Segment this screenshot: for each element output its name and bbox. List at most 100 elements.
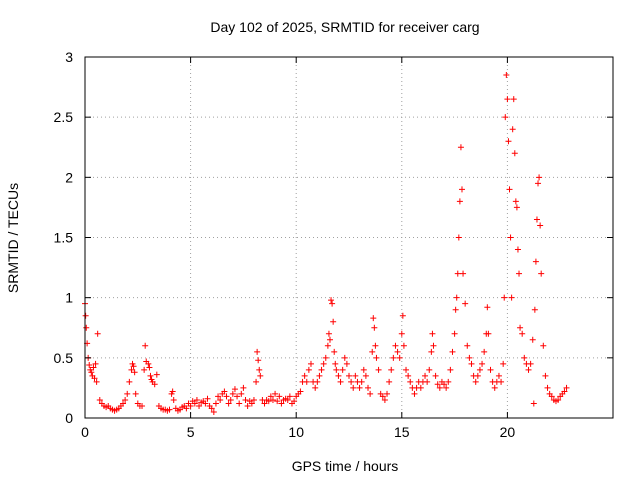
data-point bbox=[128, 366, 135, 373]
data-point bbox=[457, 144, 464, 151]
data-point bbox=[422, 372, 429, 379]
data-point bbox=[405, 372, 412, 379]
data-point bbox=[337, 378, 344, 385]
data-point bbox=[242, 396, 249, 403]
data-point bbox=[356, 384, 363, 391]
data-point bbox=[265, 398, 272, 405]
data-point bbox=[153, 371, 160, 378]
data-point bbox=[301, 372, 308, 379]
data-point bbox=[516, 270, 523, 277]
x-tick-label: 15 bbox=[394, 424, 410, 440]
data-point bbox=[183, 405, 190, 412]
data-point bbox=[223, 393, 230, 400]
data-point bbox=[501, 294, 508, 301]
data-point bbox=[208, 405, 215, 412]
data-point bbox=[429, 330, 436, 337]
data-point bbox=[394, 348, 401, 355]
data-point bbox=[328, 297, 335, 304]
data-point bbox=[360, 366, 367, 373]
data-point bbox=[372, 342, 379, 349]
data-point bbox=[531, 306, 538, 313]
data-point bbox=[398, 330, 405, 337]
data-point bbox=[472, 378, 479, 385]
data-point bbox=[269, 396, 276, 403]
data-point bbox=[204, 395, 211, 402]
data-point bbox=[225, 400, 232, 407]
data-point bbox=[392, 342, 399, 349]
data-point bbox=[365, 384, 372, 391]
data-point bbox=[170, 396, 177, 403]
data-point bbox=[400, 342, 407, 349]
data-point bbox=[141, 366, 148, 373]
data-point bbox=[521, 354, 528, 361]
grid-layer bbox=[85, 57, 613, 418]
data-point bbox=[396, 354, 403, 361]
data-point bbox=[212, 400, 219, 407]
data-point bbox=[303, 378, 310, 385]
data-point bbox=[193, 396, 200, 403]
data-point bbox=[286, 393, 293, 400]
data-point bbox=[454, 270, 461, 277]
data-point bbox=[274, 398, 281, 405]
data-point bbox=[514, 246, 521, 253]
data-point bbox=[231, 386, 238, 393]
data-point bbox=[513, 204, 520, 211]
data-point bbox=[512, 198, 519, 205]
data-point bbox=[532, 258, 539, 265]
data-point bbox=[434, 381, 441, 388]
data-point bbox=[449, 348, 456, 355]
data-point bbox=[346, 372, 352, 379]
data-point bbox=[474, 372, 481, 379]
data-point bbox=[187, 402, 194, 409]
data-point bbox=[367, 390, 374, 397]
data-point bbox=[210, 408, 217, 415]
y-tick-label: 1 bbox=[65, 290, 73, 306]
data-point bbox=[272, 390, 279, 397]
data-point bbox=[236, 400, 243, 407]
data-point bbox=[530, 400, 537, 407]
y-tick-label: 0.5 bbox=[54, 350, 74, 366]
data-point bbox=[563, 384, 570, 391]
data-point bbox=[151, 381, 158, 388]
data-point bbox=[386, 378, 393, 385]
data-point bbox=[417, 384, 424, 391]
data-point bbox=[307, 360, 314, 367]
data-point bbox=[369, 348, 376, 355]
data-point bbox=[455, 234, 462, 241]
data-point bbox=[324, 342, 331, 349]
data-point bbox=[487, 366, 494, 373]
x-tick-label: 0 bbox=[81, 424, 89, 440]
data-point bbox=[411, 390, 418, 397]
tick-labels: 0 5 10 15 20 0 0.5 1 1.5 2 2.5 3 bbox=[54, 49, 516, 440]
data-point bbox=[542, 372, 549, 379]
y-axis-label: SRMTID / TECUs bbox=[5, 183, 21, 293]
data-point bbox=[341, 354, 348, 361]
data-point bbox=[238, 390, 245, 397]
y-tick-label: 3 bbox=[65, 49, 73, 65]
data-point bbox=[517, 324, 524, 331]
data-point bbox=[506, 186, 513, 193]
data-point bbox=[256, 366, 263, 373]
data-point bbox=[479, 360, 486, 367]
data-point bbox=[503, 72, 510, 79]
data-point bbox=[370, 315, 377, 322]
data-point bbox=[297, 388, 304, 395]
data-point bbox=[145, 360, 152, 367]
data-point bbox=[331, 348, 338, 355]
data-point bbox=[430, 342, 437, 349]
data-point bbox=[525, 366, 532, 373]
data-point bbox=[511, 150, 518, 157]
data-point bbox=[507, 234, 514, 241]
data-point bbox=[326, 336, 333, 343]
data-point bbox=[535, 180, 542, 187]
data-point bbox=[527, 360, 534, 367]
data-point bbox=[92, 360, 99, 367]
data-point bbox=[221, 388, 228, 395]
data-point bbox=[407, 378, 414, 385]
data-point bbox=[126, 378, 133, 385]
data-point bbox=[278, 400, 285, 407]
data-point bbox=[124, 390, 131, 397]
data-point bbox=[343, 360, 350, 367]
data-point bbox=[90, 364, 97, 371]
data-point bbox=[329, 300, 336, 307]
